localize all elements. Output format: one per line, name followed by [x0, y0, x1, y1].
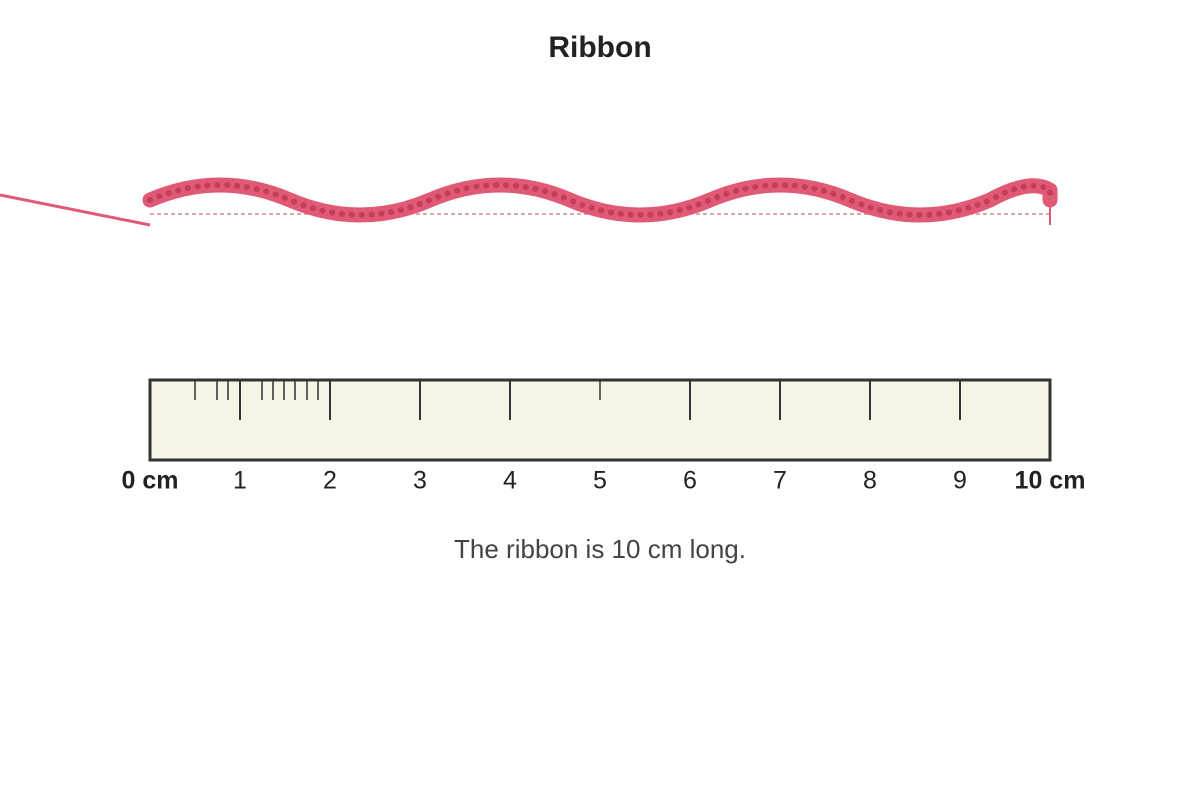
caption: The ribbon is 10 cm long. [454, 534, 746, 564]
ruler-label: 5 [593, 467, 607, 495]
title: Ribbon [548, 31, 651, 64]
ruler-label: 6 [683, 467, 697, 495]
ruler-ticks [194, 380, 961, 420]
ruler-label: 10 cm [1015, 467, 1086, 495]
ruler-label: 4 [503, 467, 517, 495]
ruler: 0 cm 1 2 3 4 5 6 7 8 9 10 cm [122, 378, 1086, 495]
ruler-label: 8 [863, 467, 877, 495]
ruler-labels: 0 cm 1 2 3 4 5 6 7 8 9 10 cm [122, 467, 1086, 495]
loose-end [0, 193, 151, 227]
ruler-label: 9 [953, 467, 967, 495]
ruler-label: 3 [413, 467, 427, 495]
ruler-label: 0 cm [122, 467, 179, 495]
ribbon-stitches [147, 182, 1053, 218]
ruler-label: 7 [773, 467, 787, 495]
ribbon [0, 177, 1058, 227]
ruler-label: 1 [233, 467, 247, 495]
ruler-label: 2 [323, 467, 337, 495]
